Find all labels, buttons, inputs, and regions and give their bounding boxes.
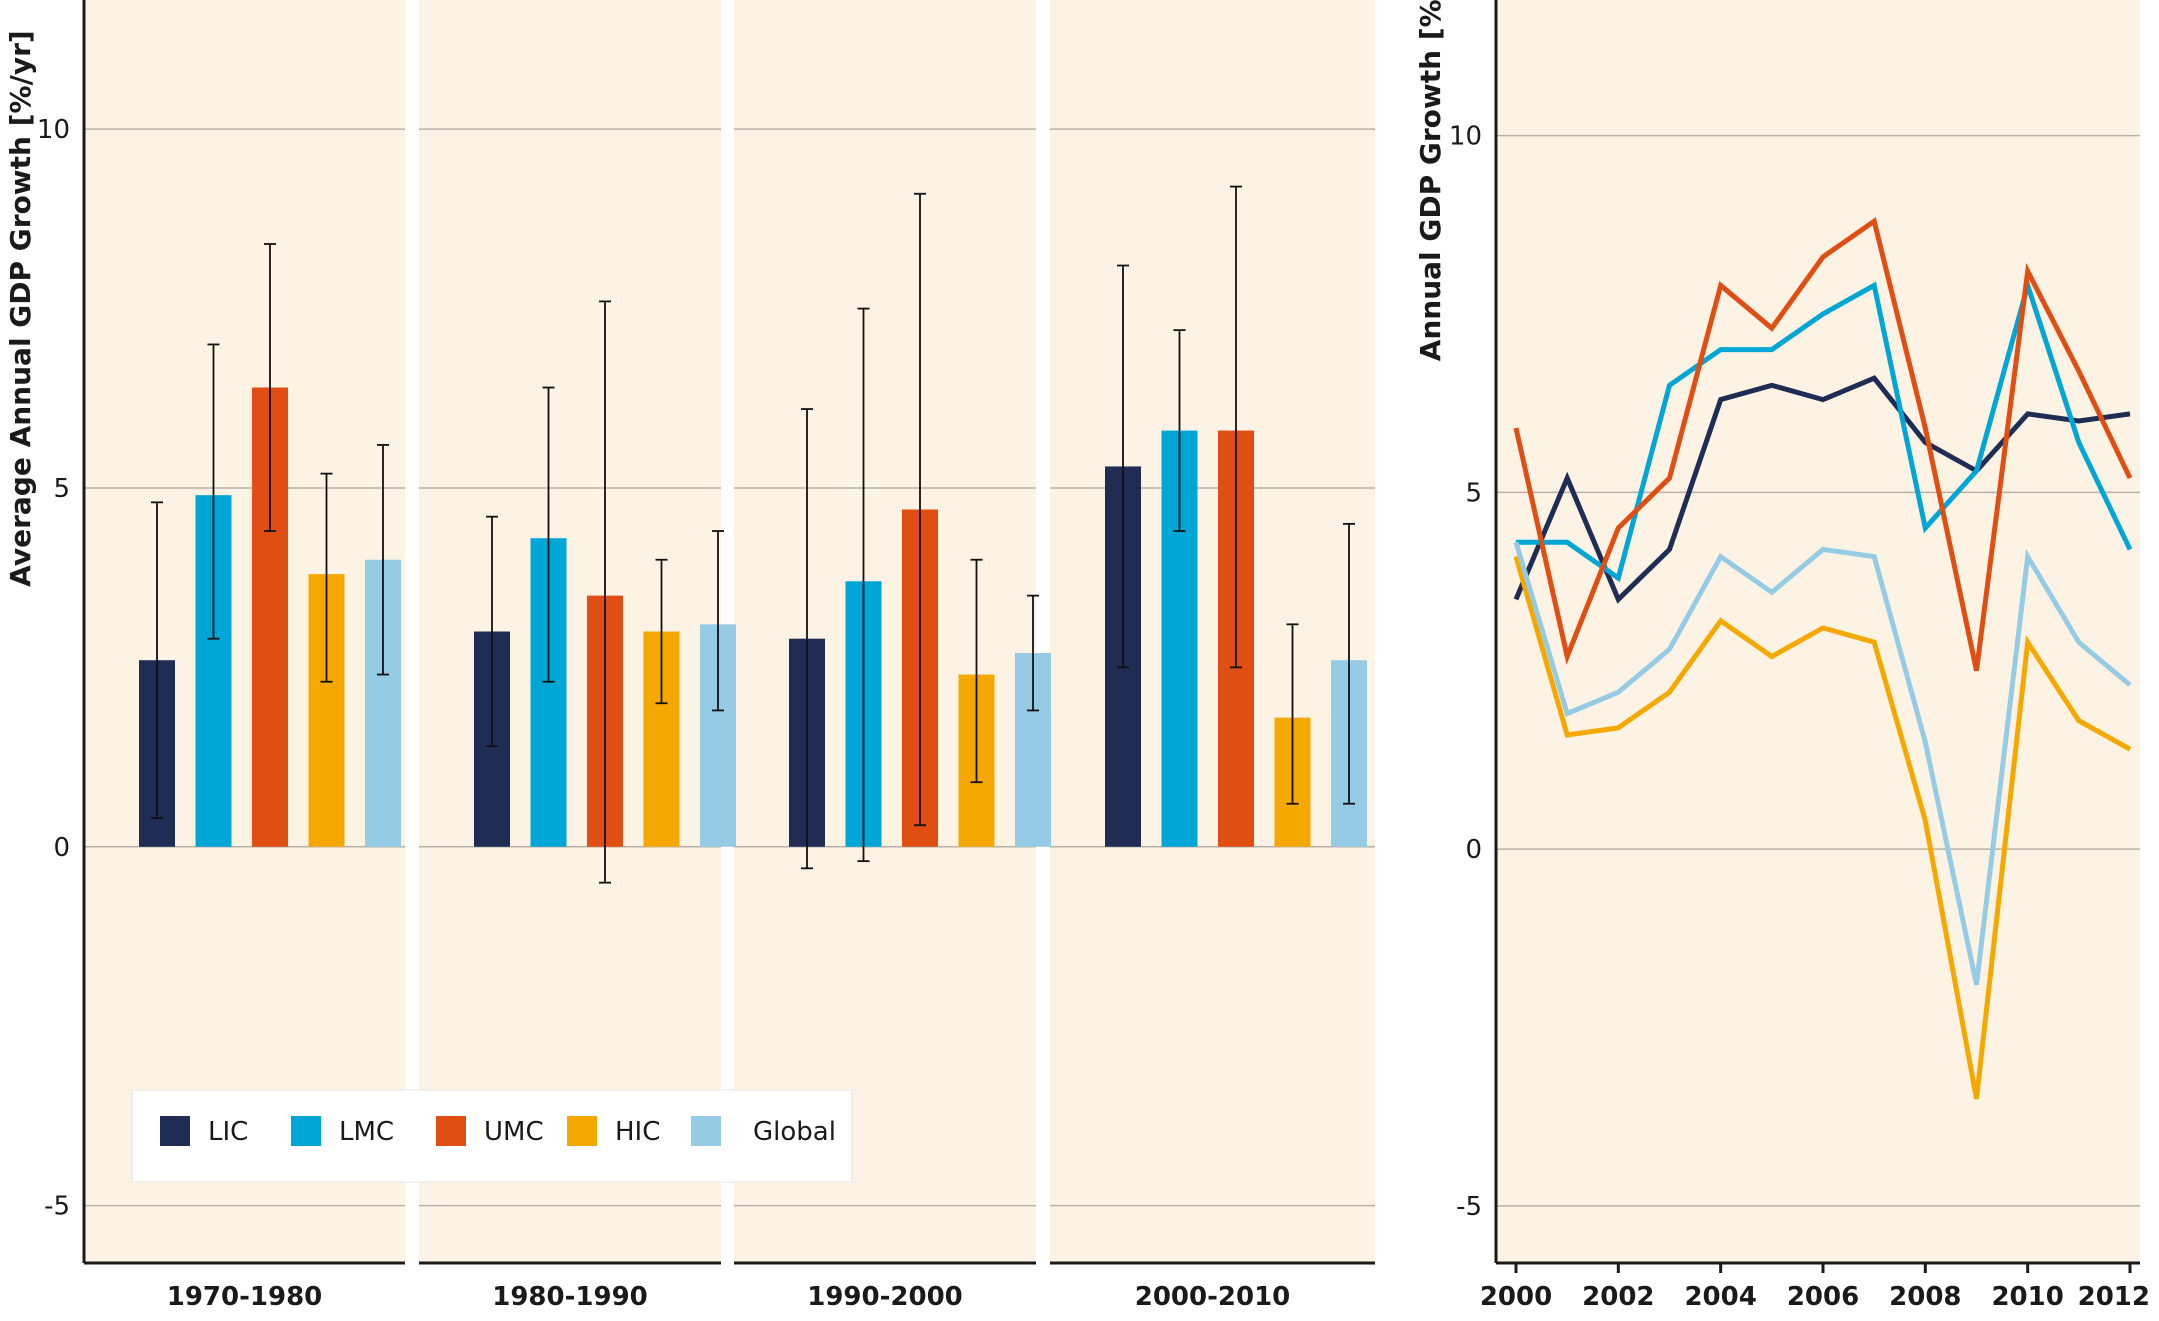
line-y-tick-label: 10 [1449,122,1482,152]
line-x-tick-label: 2008 [1889,1282,1961,1312]
legend-label-global: Global [753,1117,836,1147]
legend-swatch-hic [567,1116,597,1146]
error-bar-umc-1990-2000 [914,192,926,827]
error-bar-lic-2000-2010 [1117,264,1129,669]
error-bar-lic-1990-2000 [801,408,813,870]
line-x-tick-label: 2012 [2078,1282,2150,1312]
y-tick-label: -5 [44,1192,70,1222]
y-tick-label: 10 [37,115,70,145]
line-y-axis-title: Annual GDP Growth [%/yr] [1414,0,1447,361]
error-bar-lic-1970-1980 [151,501,163,819]
line-series-lic [1513,375,2131,604]
legend-label-hic: HIC [615,1117,660,1147]
error-bar-lmc-1990-2000 [857,307,870,863]
error-bar-lic-1980-1990 [486,515,498,748]
line-x-tick-label: 2006 [1787,1282,1859,1312]
group-label-1970-1980: 1970-1980 [167,1282,323,1312]
line-series-hic [1513,555,2132,1100]
error-bar-global-1980-1990 [712,530,724,712]
error-bar-hic-1980-1990 [655,558,668,705]
legend-item-umc: UMC [436,1116,544,1147]
panel-bg-2000-2010 [1050,0,1375,1263]
error-bar-umc-1970-1980 [264,243,276,532]
error-bar-hic-1970-1980 [320,472,333,683]
legend-label-lmc: LMC [339,1117,394,1147]
error-bar-global-1990-2000 [1027,594,1039,712]
line-y-tick-label: 0 [1465,835,1482,865]
line-marks [1513,217,2133,1100]
bar-marks [139,185,1367,884]
group-label-1990-2000: 1990-2000 [807,1282,963,1312]
line-axes: 10 5 0 -5 2000 2002 2004 2006 2008 2010 2012 Annual… [1414,0,2150,1312]
line-series-global [1513,541,2132,986]
bar-axes: 1970-1980 1980-1990 1990-2000 2000-2010 10 5 0… [4,0,1375,1312]
error-bar-global-2000-2010 [1343,522,1355,805]
legend-box [131,1089,853,1183]
legend-label-lic: LIC [208,1117,248,1147]
legend-swatch-lic [160,1116,190,1146]
error-bar-global-1970-1980 [377,444,389,676]
legend-label-umc: UMC [484,1117,544,1147]
legend-item-hic: HIC [567,1116,660,1147]
legend-item-lmc: LMC [291,1116,394,1147]
line-y-tick-label: -5 [1456,1192,1482,1222]
group-label-1980-1990: 1980-1990 [492,1282,648,1312]
line-x-tick-label: 2000 [1480,1282,1552,1312]
line-x-tick-label: 2004 [1684,1282,1756,1312]
legend: LIC LMC UMC HIC Global [131,1089,853,1183]
legend-item-lic: LIC [160,1116,248,1147]
line-x-tick-label: 2002 [1582,1282,1654,1312]
group-label-2000-2010: 2000-2010 [1135,1282,1291,1312]
legend-swatch-umc [436,1116,466,1146]
error-bar-lmc-1970-1980 [207,343,220,640]
legend-swatch-lmc [291,1116,321,1146]
legend-item-global: Global [691,1116,836,1147]
y-tick-label: 0 [53,833,70,863]
error-bar-hic-1990-2000 [970,558,983,784]
legend-swatch-global [691,1116,721,1146]
error-bar-umc-2000-2010 [1230,185,1242,669]
panel-bg-1970-1980 [84,0,405,1263]
line-x-tick-label: 2010 [1991,1282,2063,1312]
error-bar-umc-1980-1990 [599,300,611,884]
error-bar-hic-2000-2010 [1286,623,1299,805]
y-tick-label: 5 [53,474,70,504]
error-bar-lmc-1980-1990 [542,386,555,683]
line-y-tick-label: 5 [1465,478,1482,508]
panel-bg-1990-2000 [734,0,1036,1263]
y-axis-title: Average Annual GDP Growth [%/yr] [4,30,37,587]
error-bar-lmc-2000-2010 [1173,329,1186,532]
line-series-umc [1513,217,2133,672]
